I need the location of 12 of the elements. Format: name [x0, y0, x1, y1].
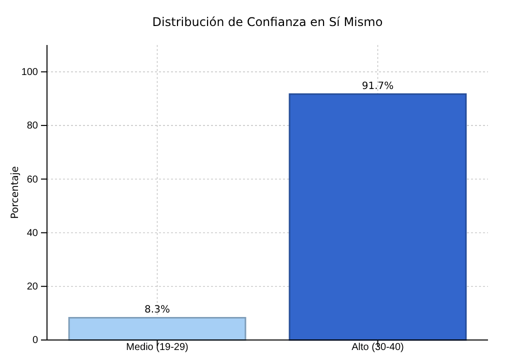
x-tick-label: Alto (30-40) [352, 342, 404, 353]
y-tick-label: 80 [26, 120, 38, 132]
y-tick-label: 20 [26, 282, 38, 293]
data-label: 8.3% [144, 304, 170, 316]
chart-title: Distribución de Confianza en Sí Mismo [152, 15, 383, 29]
data-label: 91.7% [362, 81, 394, 92]
y-tick-label: 0 [32, 335, 38, 346]
y-axis-title: Porcentaje [10, 166, 21, 219]
y-tick-label: 40 [26, 228, 38, 239]
x-tick-label: Medio (19-29) [126, 342, 188, 353]
y-tick-label: 100 [21, 67, 38, 78]
y-tick-label: 60 [26, 174, 38, 186]
